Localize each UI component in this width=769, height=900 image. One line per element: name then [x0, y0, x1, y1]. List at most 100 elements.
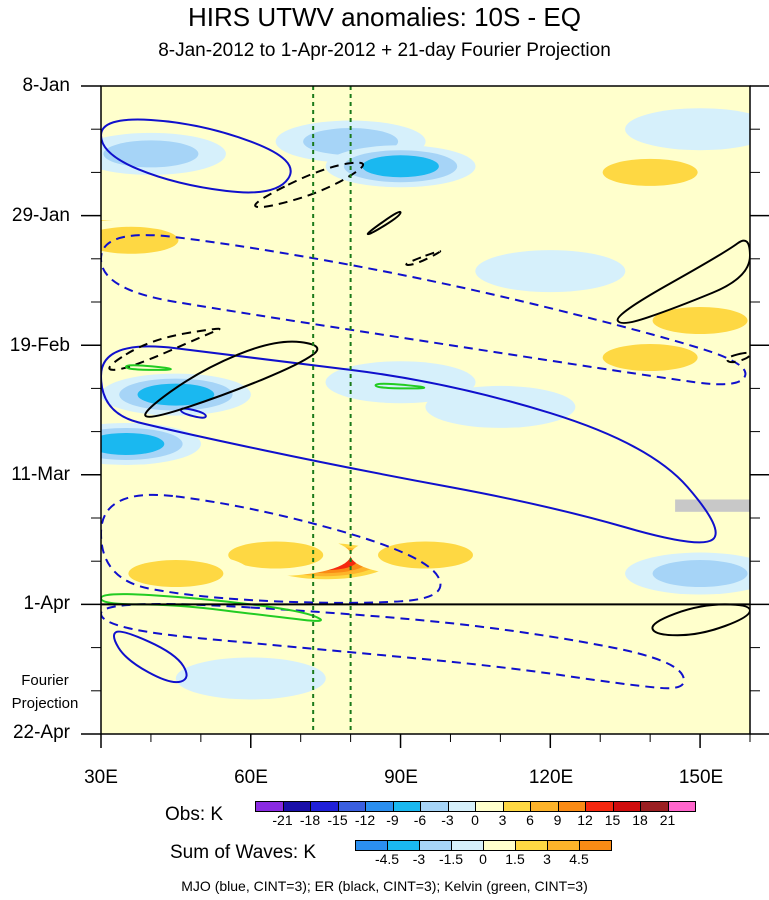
reference-lines — [101, 86, 750, 734]
wave-contour-er — [366, 210, 402, 236]
anomaly-blob — [150, 194, 301, 237]
y-tick-label: 19-Feb — [9, 335, 70, 356]
anomaly-blob — [125, 299, 276, 342]
projection-label: Fourier — [21, 672, 69, 689]
colorbar-label: 4.5 — [569, 851, 589, 867]
wave-contour-mjo — [101, 234, 747, 386]
missing-data — [675, 499, 750, 512]
wave-contour-er — [254, 161, 365, 209]
anomaly-blob — [362, 155, 439, 178]
colorbar-label: 15 — [604, 812, 621, 828]
wave-contour-er — [144, 340, 319, 418]
colorbar-label: 0 — [479, 851, 487, 867]
colorbar-label: -18 — [299, 812, 321, 828]
y-tick-label: 22-Apr — [12, 722, 70, 743]
x-tick-label: 60E — [234, 767, 268, 788]
anomaly-blob — [625, 108, 750, 151]
colorbar-label: 9 — [553, 812, 562, 828]
colorbar-label: -9 — [386, 812, 399, 828]
chart-title: HIRS UTWV anomalies: 10S - EQ — [188, 2, 581, 32]
colorbar-label: -6 — [413, 812, 427, 828]
colorbar-box — [612, 801, 641, 812]
wave-contour-mjo — [101, 345, 717, 544]
anomaly-blob — [300, 237, 451, 280]
x-tick-label: 30E — [84, 767, 118, 788]
axis-ticks — [81, 85, 769, 748]
colorbar-box — [387, 840, 420, 851]
colorbar-box — [365, 801, 394, 812]
colorbar-box — [420, 801, 449, 812]
colorbar-label: -4.5 — [374, 851, 400, 867]
colorbar-label: -3 — [441, 812, 454, 828]
colorbar-label: 18 — [632, 812, 648, 828]
colorbar-box — [337, 801, 366, 812]
wave-contour-mjo — [101, 493, 442, 604]
colorbar-box — [475, 801, 504, 812]
colorbar-box — [419, 840, 452, 851]
wave-contour-er — [405, 250, 442, 266]
colorbar-label: 21 — [659, 812, 676, 828]
colorbar-box — [451, 840, 484, 851]
anomaly-blob — [652, 560, 748, 588]
plot-frame — [100, 85, 751, 735]
chart-subtitle: 8-Jan-2012 to 1-Apr-2012 + 21-day Fourie… — [158, 40, 611, 61]
legend-footer: MJO (blue, CINT=3); ER (black, CINT=3); … — [181, 878, 588, 894]
anomaly-blob — [550, 472, 701, 515]
anomaly-blob — [652, 307, 748, 335]
colorbar-label: -3 — [412, 851, 426, 867]
colorbar-box — [282, 801, 311, 812]
x-tick-label: 120E — [528, 767, 574, 788]
colorbar-box — [547, 840, 580, 851]
anomaly-blob — [225, 385, 376, 428]
anomaly-field — [101, 86, 750, 700]
colorbar-box — [355, 840, 388, 851]
wave-contours — [101, 118, 750, 690]
colorbar-box — [255, 801, 284, 812]
y-tick-label: 11-Mar — [11, 464, 70, 485]
anomaly-blob — [137, 383, 215, 406]
colorbar-box — [310, 801, 339, 812]
colorbar-box — [557, 801, 586, 812]
anomaly-blob — [602, 158, 698, 186]
anomaly-blob — [425, 459, 576, 502]
anomaly-blob — [450, 299, 601, 342]
colorbar-box — [502, 801, 531, 812]
colorbar-box — [530, 801, 559, 812]
anomaly-blob — [475, 558, 626, 601]
colorbar-box — [392, 801, 421, 812]
colorbar-label: -21 — [272, 812, 293, 828]
projection-label: Projection — [11, 695, 79, 712]
anomaly-blob — [602, 344, 698, 372]
colorbar-box — [447, 801, 476, 812]
wave-contour-mjo — [101, 603, 685, 690]
wave-contour-kelvin — [124, 364, 172, 371]
anomaly-blob — [103, 140, 199, 168]
colorbar-box — [667, 801, 696, 812]
anomaly-blob — [375, 632, 526, 675]
anomaly-blob — [425, 385, 576, 428]
anomaly-blob — [378, 541, 473, 569]
y-tick-label: 8-Jan — [22, 75, 70, 96]
anomaly-blob — [475, 250, 626, 293]
colorbar-box — [585, 801, 614, 812]
x-tick-label: 150E — [678, 767, 724, 788]
colorbar-box — [515, 840, 548, 851]
colorbar-box — [640, 801, 669, 812]
colorbar-box — [483, 840, 516, 851]
colorbar-label: 6 — [526, 812, 534, 828]
wave-contour-er — [108, 327, 221, 371]
colorbar-label: -12 — [354, 812, 376, 828]
x-tick-label: 90E — [384, 767, 418, 788]
colorbar-label: -1.5 — [438, 851, 464, 867]
anomaly-blob — [128, 560, 224, 588]
colorbar-label: 3 — [543, 851, 551, 867]
wave-contour-kelvin — [374, 382, 426, 390]
colorbar-label: 12 — [577, 812, 593, 828]
y-tick-label: 29-Jan — [11, 205, 70, 226]
anomaly-blob — [175, 657, 326, 700]
y-tick-label: 1-Apr — [23, 593, 70, 614]
wave-contour-er — [616, 239, 750, 324]
colorbar-label: 3 — [498, 812, 507, 828]
colorbar-label: 0 — [471, 812, 479, 828]
